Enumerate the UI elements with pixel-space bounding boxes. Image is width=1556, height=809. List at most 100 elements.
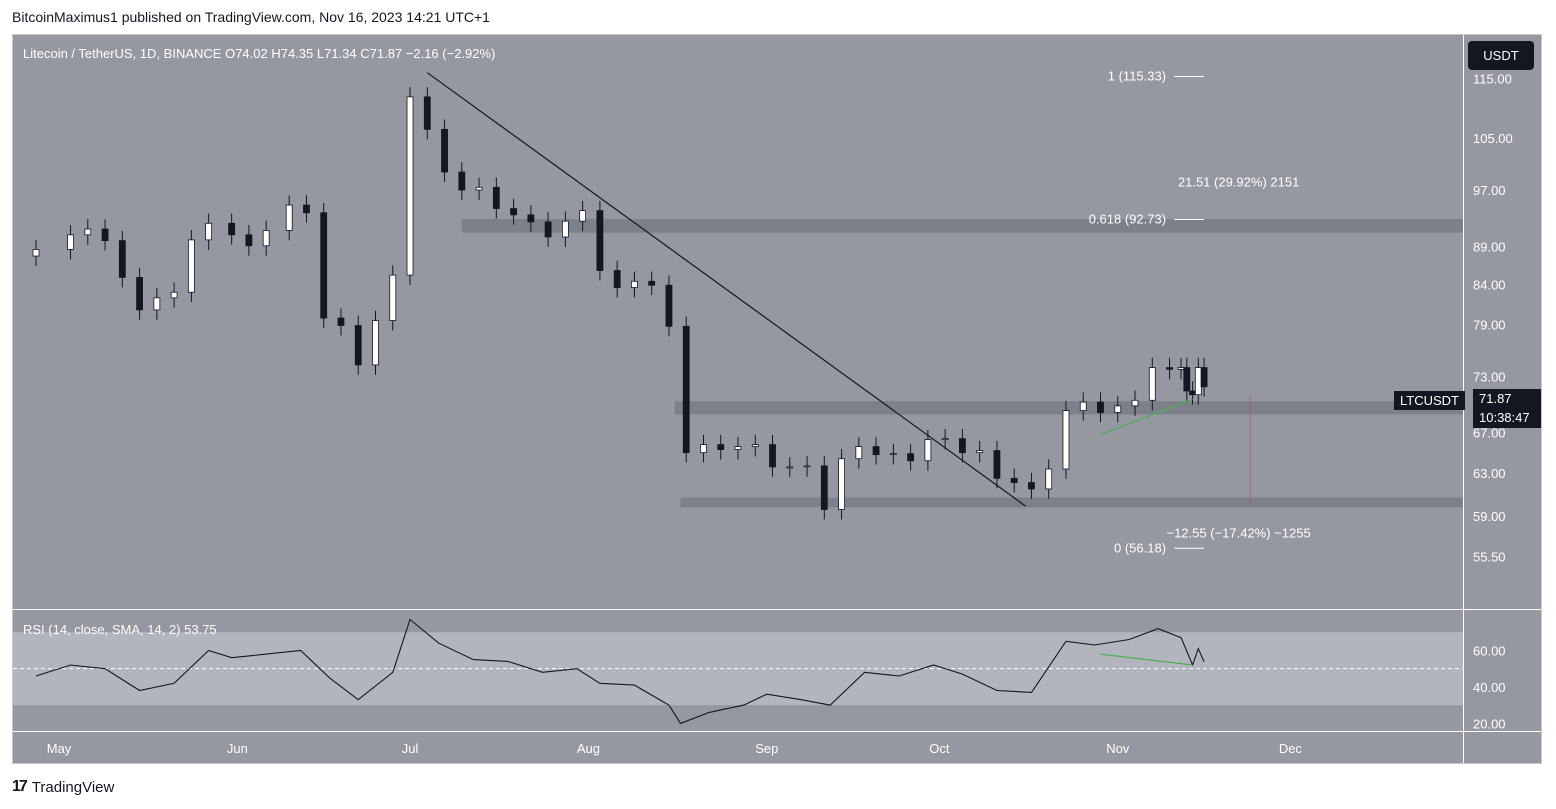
candle: [372, 320, 379, 366]
candle: [228, 222, 236, 236]
y-tick-label: 55.50: [1473, 549, 1506, 564]
candle: [1045, 468, 1053, 490]
candle: [579, 210, 587, 222]
candle: [941, 438, 949, 441]
y-tick-label: 105.00: [1473, 131, 1513, 146]
candle: [441, 128, 448, 173]
candle: [717, 444, 725, 451]
candle: [118, 240, 126, 278]
y-tick-label: 97.00: [1473, 183, 1506, 198]
rsi-tick-label: 40.00: [1473, 680, 1506, 695]
y-tick-label: 59.00: [1473, 509, 1506, 524]
chart-frame[interactable]: 1 (115.33) 0.618 (92.73) 0 (56.18) 21.51 (2…: [12, 34, 1542, 764]
last-price-tag: 71.87 10:38:47: [1473, 389, 1541, 428]
rsi-legend: RSI (14, close, SMA, 14, 2) 53.75: [23, 622, 217, 637]
x-tick-label: Dec: [1279, 741, 1303, 756]
candle: [320, 212, 328, 319]
candle: [786, 466, 794, 469]
candle: [596, 210, 604, 271]
y-tick-label: 84.00: [1473, 277, 1506, 292]
ohlc-values: O74.02 H74.35 L71.34 C71.87 −2.16 (−2.92…: [225, 46, 496, 61]
last-price: 71.87: [1479, 391, 1512, 406]
candle: [170, 291, 178, 299]
candle: [769, 444, 776, 468]
candle: [354, 325, 362, 366]
candle: [1194, 367, 1202, 396]
candle: [665, 284, 673, 327]
candle: [993, 450, 1001, 479]
candle: [1148, 367, 1156, 401]
y-tick-label: 67.00: [1473, 426, 1506, 441]
candle: [136, 277, 143, 311]
price-divergence-line: [1100, 398, 1193, 436]
candle: [389, 274, 397, 321]
y-tick-label: 79.00: [1473, 318, 1506, 333]
candle: [1166, 367, 1173, 370]
candle: [959, 438, 966, 454]
y-tick-label: 89.00: [1473, 239, 1506, 254]
x-tick-label: Aug: [577, 741, 600, 756]
rsi-divergence-line: [1100, 653, 1193, 666]
candle: [976, 450, 984, 454]
chart-canvas[interactable]: 1 (115.33) 0.618 (92.73) 0 (56.18) 21.51 (2…: [13, 35, 1542, 764]
candle: [803, 465, 811, 468]
candle: [631, 280, 638, 288]
candle: [285, 204, 293, 231]
fib-level-label: 0 (56.18): [1114, 540, 1166, 555]
candle: [303, 204, 310, 214]
candle: [561, 220, 569, 238]
price-pane: [13, 35, 1463, 609]
y-tick-label: 63.00: [1473, 466, 1506, 481]
publisher-header: BitcoinMaximus1 published on TradingView…: [12, 9, 490, 25]
x-tick-label: Sep: [755, 741, 778, 756]
candle: [527, 214, 535, 223]
candle: [510, 208, 517, 216]
candle: [205, 222, 213, 241]
candle: [1183, 367, 1191, 392]
x-tick-label: Oct: [929, 741, 950, 756]
candle: [1079, 401, 1087, 412]
y-tick-label: 73.00: [1473, 369, 1506, 384]
candle: [1189, 390, 1196, 396]
candle: [682, 325, 690, 454]
footer[interactable]: 17 TradingView: [12, 778, 114, 796]
candle: [855, 446, 863, 460]
candle: [67, 234, 74, 250]
x-tick-label: Nov: [1106, 741, 1130, 756]
candle: [907, 453, 915, 462]
candle: [1200, 367, 1208, 388]
tradingview-logo-icon: 17: [12, 778, 28, 795]
descending-trendline: [426, 72, 1027, 507]
rsi-tick-label: 60.00: [1473, 643, 1506, 658]
candle: [262, 230, 270, 247]
candle: [613, 270, 621, 288]
candle: [872, 446, 880, 456]
candle: [889, 453, 897, 456]
candle: [245, 234, 253, 247]
candle: [820, 465, 828, 510]
candle: [1131, 399, 1139, 407]
upper-measure-label: 21.51 (29.92%) 2151: [1178, 175, 1299, 190]
candle: [101, 228, 109, 242]
time-axis: [13, 732, 1463, 763]
candle: [337, 317, 345, 326]
candle: [84, 228, 92, 236]
candle: [187, 239, 195, 293]
candle: [544, 221, 552, 238]
candle: [32, 249, 40, 257]
symbol-title: Litecoin / TetherUS, 1D, BINANCE: [23, 46, 222, 61]
candle: [153, 297, 161, 311]
candle: [734, 446, 742, 451]
footer-brand: TradingView: [31, 778, 115, 796]
rsi-line: [35, 618, 1205, 725]
horizontal-zone: [674, 401, 1463, 415]
x-tick-label: May: [47, 741, 72, 756]
fib-level-label: 1 (115.33): [1108, 68, 1166, 83]
candle: [458, 171, 466, 191]
currency-button[interactable]: USDT: [1468, 41, 1534, 70]
candle: [423, 96, 431, 130]
bar-countdown: 10:38:47: [1479, 410, 1530, 425]
horizontal-zone: [680, 497, 1463, 508]
candle: [751, 444, 759, 447]
fib-level-label: 0.618 (92.73): [1089, 212, 1166, 227]
